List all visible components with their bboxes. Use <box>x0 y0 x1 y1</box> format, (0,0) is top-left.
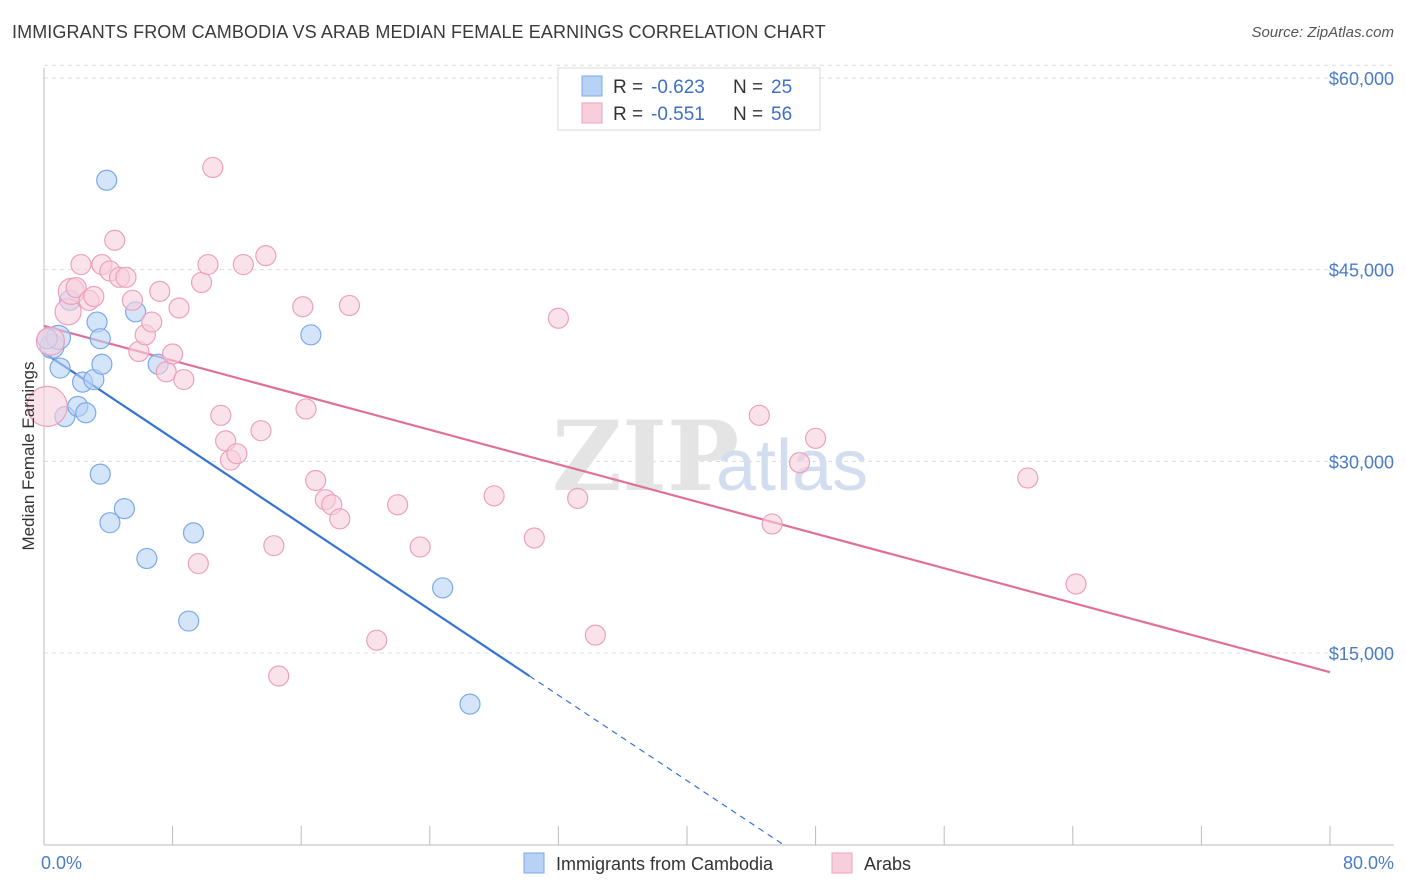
cambodia-point-10 <box>89 463 111 485</box>
arabs-point-17 <box>149 280 171 302</box>
legend-swatch-arabs <box>581 102 603 124</box>
arabs-point-32 <box>255 245 277 267</box>
legend-n-label-cambodia: N = <box>733 77 763 98</box>
y-tick-label-0: $15,000 <box>1329 644 1394 664</box>
cambodia-trend-extension <box>529 675 784 846</box>
arabs-point-31 <box>250 420 272 442</box>
legend-n-label-arabs: N = <box>733 104 763 125</box>
data-points <box>26 156 1087 715</box>
arabs-point-22 <box>187 552 209 575</box>
arabs-point-40 <box>329 508 351 530</box>
arabs-point-37 <box>305 469 327 492</box>
arabs-point-42 <box>366 629 388 651</box>
x-tick-label-0: 0.0% <box>41 853 82 873</box>
arabs-point-44 <box>409 536 431 558</box>
arabs-point-12 <box>115 266 137 288</box>
arabs-point-16 <box>141 311 163 333</box>
arabs-point-13 <box>121 289 144 311</box>
arabs-point-54 <box>1017 467 1039 489</box>
arabs-point-49 <box>584 624 606 646</box>
y-tick-label-2: $45,000 <box>1329 261 1394 281</box>
trend-lines <box>43 324 1331 846</box>
arabs-point-48 <box>567 487 589 509</box>
cambodia-point-11 <box>89 328 111 350</box>
arabs-point-26 <box>210 404 232 426</box>
arabs-point-1 <box>35 326 66 356</box>
arabs-point-50 <box>748 404 770 426</box>
cambodia-point-15 <box>113 498 135 520</box>
arabs-point-23 <box>190 271 213 294</box>
arabs-point-53 <box>804 427 827 449</box>
arabs-point-29 <box>226 443 248 465</box>
bottom-legend-label-cambodia: Immigrants from Cambodia <box>556 854 774 874</box>
cambodia-point-7 <box>75 402 97 424</box>
source-label: Source: ZipAtlas.com <box>1251 24 1394 41</box>
bottom-legend-label-arabs: Arabs <box>864 854 911 874</box>
watermark: ZIP atlas <box>552 400 868 513</box>
legend-r-value-cambodia: -0.623 <box>651 77 705 98</box>
cambodia-point-2 <box>49 357 71 379</box>
arabs-point-55 <box>1065 573 1087 595</box>
cambodia-point-17 <box>136 547 158 570</box>
arabs-point-4 <box>65 276 87 299</box>
y-tick-label-3: $60,000 <box>1329 69 1394 89</box>
arabs-point-36 <box>295 398 317 420</box>
legend-n-value-arabs: 56 <box>771 104 792 125</box>
arabs-point-47 <box>547 307 570 329</box>
arabs-point-24 <box>197 253 219 276</box>
arabs-point-43 <box>387 494 409 516</box>
legend-swatch-cambodia <box>581 75 603 97</box>
legend: R = -0.623 N = 25 R = -0.551 N = 56 <box>557 67 821 131</box>
y-tick-labels: $15,000 $30,000 $45,000 $60,000 <box>1329 69 1394 664</box>
cambodia-point-19 <box>178 610 200 632</box>
arabs-point-46 <box>523 527 545 549</box>
chart-title: IMMIGRANTS FROM CAMBODIA VS ARAB MEDIAN … <box>12 22 826 42</box>
arabs-point-5 <box>70 253 92 276</box>
arabs-point-21 <box>173 368 195 391</box>
arabs-point-18 <box>155 361 177 383</box>
y-axis-label: Median Female Earnings <box>19 362 38 551</box>
y-tick-label-1: $30,000 <box>1329 452 1394 472</box>
arabs-point-25 <box>202 156 224 179</box>
arabs-point-41 <box>338 294 361 317</box>
arabs-point-34 <box>268 665 290 687</box>
cambodia-point-12 <box>91 353 113 375</box>
cambodia-point-21 <box>300 324 322 346</box>
legend-r-label-arabs: R = <box>613 104 643 125</box>
grid <box>44 64 1394 654</box>
arabs-point-35 <box>292 296 314 318</box>
x-ticks: 0.0% 80.0% <box>41 826 1394 873</box>
arabs-point-20 <box>168 297 190 319</box>
bottom-legend: Immigrants from Cambodia Arabs <box>523 852 911 874</box>
arabs-trend-line <box>43 324 1331 674</box>
arabs-point-19 <box>162 343 184 365</box>
arabs-point-10 <box>104 229 126 251</box>
arabs-point-30 <box>232 253 254 276</box>
legend-n-value-cambodia: 25 <box>771 77 792 98</box>
cambodia-trend-line <box>43 351 531 677</box>
x-tick-label-1: 80.0% <box>1343 853 1394 873</box>
cambodia-point-22 <box>432 577 454 599</box>
legend-r-value-arabs: -0.551 <box>651 104 705 125</box>
arabs-point-52 <box>788 452 811 474</box>
arabs-point-0 <box>26 385 68 427</box>
arabs-point-33 <box>263 535 285 557</box>
cambodia-point-14 <box>99 512 121 534</box>
axes <box>43 68 1394 846</box>
bottom-legend-swatch-arabs <box>831 852 853 874</box>
arabs-point-45 <box>483 485 505 507</box>
cambodia-point-13 <box>96 169 118 191</box>
legend-r-label-cambodia: R = <box>613 77 643 98</box>
arabs-point-51 <box>761 513 783 535</box>
arabs-point-7 <box>83 285 105 308</box>
bottom-legend-swatch-cambodia <box>523 852 545 874</box>
cambodia-point-23 <box>459 693 481 715</box>
cambodia-point-20 <box>182 522 205 544</box>
